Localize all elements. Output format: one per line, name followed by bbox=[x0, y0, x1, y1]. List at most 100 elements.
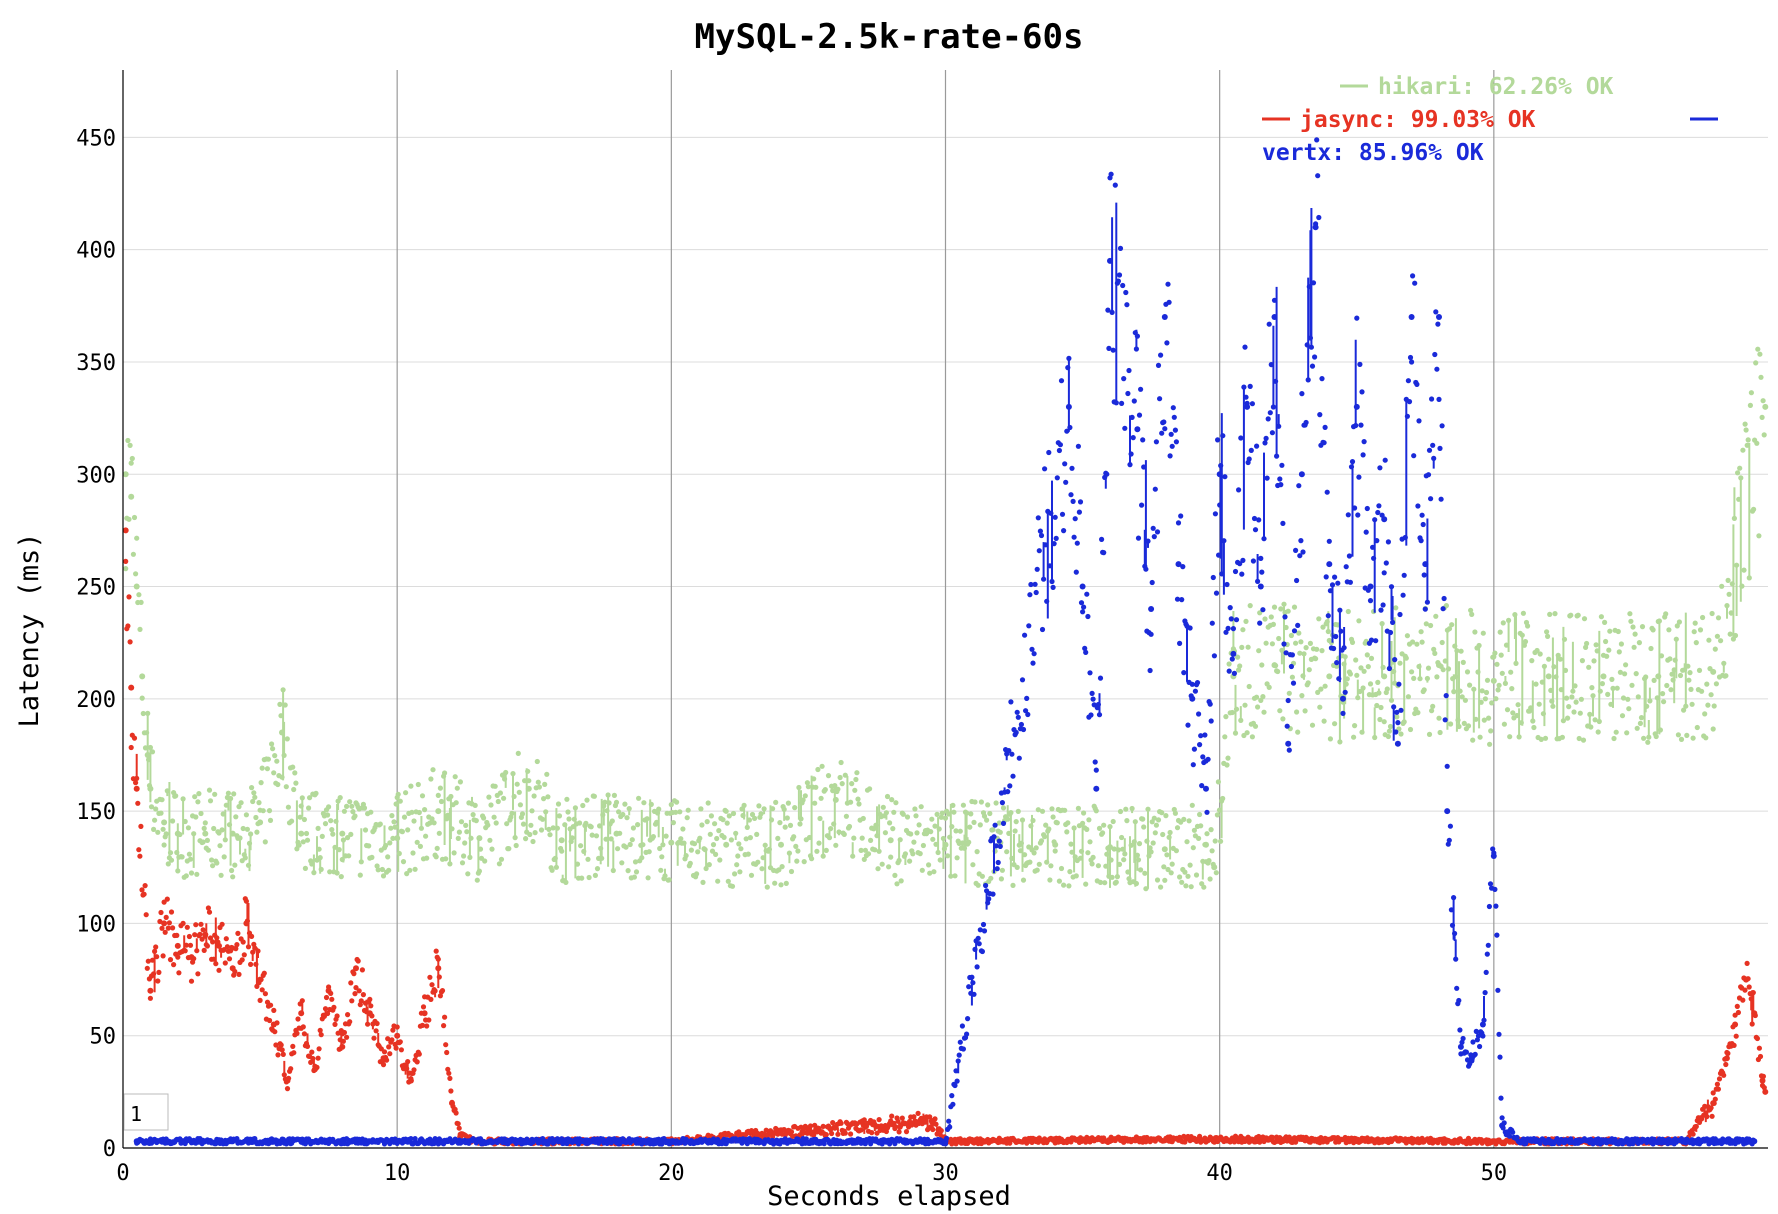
jasync-point bbox=[356, 988, 362, 994]
hikari-point bbox=[1434, 674, 1440, 680]
vertx-point bbox=[1283, 650, 1289, 656]
hikari-point bbox=[1490, 677, 1497, 684]
hikari-point bbox=[952, 873, 958, 879]
hikari-point bbox=[907, 858, 913, 864]
jasync-point bbox=[453, 1110, 459, 1116]
hikari-point bbox=[1218, 838, 1224, 844]
hikari-point bbox=[306, 805, 312, 811]
hikari-point bbox=[1499, 670, 1505, 676]
hikari-point bbox=[283, 784, 289, 790]
hikari-point bbox=[1481, 717, 1487, 723]
hikari-point bbox=[486, 794, 492, 800]
jasync-point bbox=[272, 1029, 278, 1035]
hikari-point bbox=[399, 829, 405, 835]
hikari-point bbox=[641, 800, 647, 806]
hikari-point bbox=[937, 857, 943, 863]
hikari-point bbox=[813, 784, 819, 790]
vertx-point bbox=[1025, 711, 1031, 718]
hikari-point bbox=[192, 794, 198, 800]
hikari-point bbox=[1494, 661, 1500, 667]
hikari-point bbox=[322, 821, 329, 827]
hikari-point bbox=[307, 795, 313, 801]
hikari-point bbox=[1084, 826, 1090, 833]
jasync-point bbox=[222, 960, 228, 966]
hikari-point bbox=[868, 837, 874, 844]
hikari-point bbox=[279, 729, 285, 736]
hikari-point bbox=[1327, 736, 1333, 742]
hikari-point bbox=[1559, 734, 1565, 740]
hikari-point bbox=[168, 857, 175, 863]
vertx-point bbox=[1325, 613, 1331, 619]
hikari-point bbox=[523, 836, 529, 842]
hikari-point bbox=[1462, 697, 1468, 703]
jasync-point bbox=[359, 967, 365, 973]
hikari-point bbox=[704, 819, 710, 825]
hikari-point bbox=[1345, 608, 1351, 615]
jasync-point bbox=[1710, 1090, 1716, 1096]
jasync-point bbox=[175, 954, 181, 960]
hikari-point bbox=[1081, 810, 1087, 816]
hikari-point bbox=[1014, 864, 1020, 871]
hikari-point bbox=[1748, 390, 1754, 396]
hikari-point bbox=[630, 825, 637, 831]
hikari-point bbox=[1419, 639, 1425, 645]
jasync-point bbox=[284, 1086, 291, 1092]
hikari-point bbox=[1054, 820, 1060, 826]
vertx-point bbox=[1324, 489, 1330, 495]
vertx-point bbox=[1421, 572, 1427, 578]
hikari-point bbox=[139, 695, 145, 701]
jasync-point bbox=[373, 1028, 379, 1034]
jasync-point bbox=[200, 927, 206, 933]
hikari-point bbox=[735, 853, 741, 859]
jasync-point bbox=[334, 1013, 340, 1019]
jasync-point bbox=[133, 780, 139, 786]
hikari-point bbox=[1005, 816, 1011, 822]
vertx-point bbox=[1106, 345, 1112, 351]
hikari-point bbox=[832, 796, 839, 803]
hikari-point bbox=[1522, 639, 1529, 645]
vertx-point bbox=[1105, 307, 1111, 313]
vertx-point bbox=[1192, 688, 1198, 694]
hikari-point bbox=[615, 846, 621, 852]
hikari-point bbox=[1723, 673, 1729, 679]
vertx-point bbox=[1056, 447, 1062, 454]
jasync-point bbox=[352, 991, 358, 997]
hikari-point bbox=[260, 808, 266, 814]
hikari-point bbox=[1661, 699, 1667, 705]
hikari-point bbox=[1677, 672, 1684, 679]
hikari-point bbox=[1754, 440, 1760, 446]
vertx-point bbox=[1101, 550, 1107, 556]
hikari-point bbox=[1038, 838, 1045, 844]
hikari-point bbox=[1277, 708, 1283, 714]
jasync-point bbox=[424, 1023, 430, 1029]
hikari-point bbox=[1229, 709, 1235, 716]
jasync-point bbox=[339, 1043, 346, 1050]
vertx-point bbox=[1368, 637, 1375, 643]
hikari-point bbox=[927, 870, 933, 876]
jasync-point bbox=[398, 1047, 404, 1053]
jasync-point bbox=[1710, 1100, 1717, 1107]
hikari-point bbox=[122, 471, 129, 478]
vertx-point bbox=[1123, 289, 1129, 296]
vertx-point bbox=[1228, 616, 1234, 622]
hikari-point bbox=[330, 831, 336, 837]
vertx-point bbox=[1418, 538, 1424, 544]
jasync-point bbox=[137, 853, 143, 859]
hikari-point bbox=[144, 752, 151, 758]
vertx-point bbox=[1342, 689, 1348, 695]
hikari-point bbox=[700, 879, 706, 886]
hikari-point bbox=[275, 781, 281, 788]
hikari-point bbox=[785, 800, 792, 806]
hikari-point bbox=[459, 860, 466, 866]
hikari-point bbox=[1693, 640, 1699, 646]
jasync-point bbox=[233, 946, 239, 952]
hikari-point bbox=[1681, 707, 1687, 713]
vertx-point bbox=[1023, 708, 1029, 714]
jasync-point bbox=[198, 921, 204, 927]
hikari-point bbox=[752, 815, 758, 822]
hikari-point bbox=[1727, 631, 1733, 637]
hikari-point bbox=[1636, 640, 1642, 646]
jasync-point bbox=[294, 1030, 300, 1036]
hikari-point bbox=[400, 859, 407, 865]
hikari-point bbox=[894, 881, 900, 887]
